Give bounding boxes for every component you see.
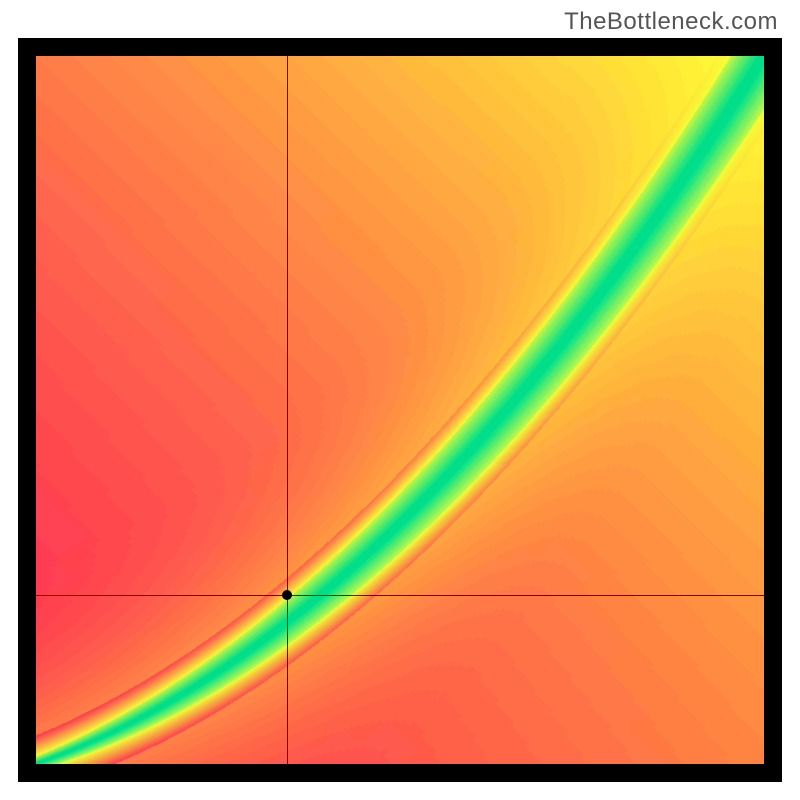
heatmap-canvas	[36, 56, 764, 764]
attribution-label: TheBottleneck.com	[564, 8, 778, 36]
crosshair-vertical	[287, 56, 288, 764]
plot-area	[36, 56, 764, 764]
marker-dot	[282, 590, 292, 600]
chart-frame	[18, 38, 782, 782]
chart-container: TheBottleneck.com	[0, 0, 800, 800]
crosshair-horizontal	[36, 595, 764, 596]
